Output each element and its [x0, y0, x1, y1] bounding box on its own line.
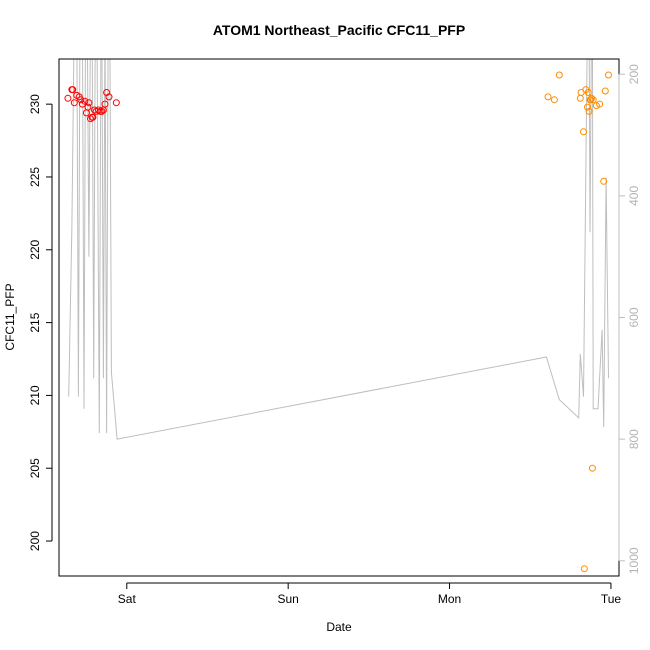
right-tick-label: 1000	[627, 547, 641, 574]
data-point	[588, 464, 596, 472]
data-point	[589, 96, 597, 104]
y-tick-label: 225	[28, 167, 42, 187]
y-axis-left: 200 205 210 215 220 225 230	[28, 94, 53, 551]
x-tick-label: Sat	[118, 592, 137, 606]
y-tick-label: 200	[28, 531, 42, 551]
data-point	[605, 71, 612, 79]
data-point	[585, 107, 593, 115]
y-axis-right: 200 400 600 800 1000	[618, 64, 641, 574]
data-point	[588, 94, 596, 102]
right-tick-label: 600	[627, 307, 641, 327]
data-point	[584, 89, 592, 96]
right-tick-label: 400	[627, 186, 641, 206]
data-point	[70, 99, 78, 107]
data-point	[112, 99, 120, 107]
y-tick-label: 220	[28, 239, 42, 259]
data-point	[105, 93, 113, 101]
data-point	[77, 96, 85, 104]
x-axis-label: Date	[326, 620, 352, 634]
y-tick-label: 210	[28, 385, 42, 405]
data-point	[85, 99, 93, 107]
y-tick-label: 215	[28, 312, 42, 332]
data-point	[81, 97, 89, 105]
right-tick-label: 200	[627, 64, 641, 84]
plot-frame	[58, 58, 620, 577]
x-tick-label: Tue	[601, 592, 622, 606]
points-layer	[64, 71, 612, 573]
data-point	[64, 94, 72, 102]
data-point	[580, 128, 587, 136]
altitude-line	[68, 59, 609, 440]
data-point	[600, 177, 608, 185]
data-point	[576, 94, 584, 102]
data-point	[98, 107, 106, 115]
x-axis: Sat Sun Mon Tue	[118, 582, 622, 606]
data-point	[82, 109, 90, 117]
y-tick-label: 205	[28, 458, 42, 478]
altitude-line-layer	[68, 59, 609, 440]
data-point	[584, 103, 591, 111]
data-point	[592, 102, 600, 110]
data-point	[601, 87, 609, 95]
data-point	[550, 96, 558, 104]
data-point	[84, 103, 92, 111]
data-point	[555, 71, 563, 79]
data-point	[544, 93, 552, 101]
data-point	[89, 113, 97, 121]
data-point	[596, 100, 604, 108]
data-point	[101, 100, 109, 108]
chart-title: ATOM1 Northeast_Pacific CFC11_PFP	[213, 22, 465, 38]
right-tick-label: 800	[627, 429, 641, 449]
data-point	[580, 565, 588, 573]
y-axis-label: CFC11_PFP	[3, 283, 17, 350]
y-tick-label: 230	[28, 94, 42, 114]
data-point	[95, 106, 102, 114]
data-point	[69, 86, 77, 94]
x-tick-label: Mon	[438, 592, 461, 606]
x-tick-label: Sun	[277, 592, 298, 606]
